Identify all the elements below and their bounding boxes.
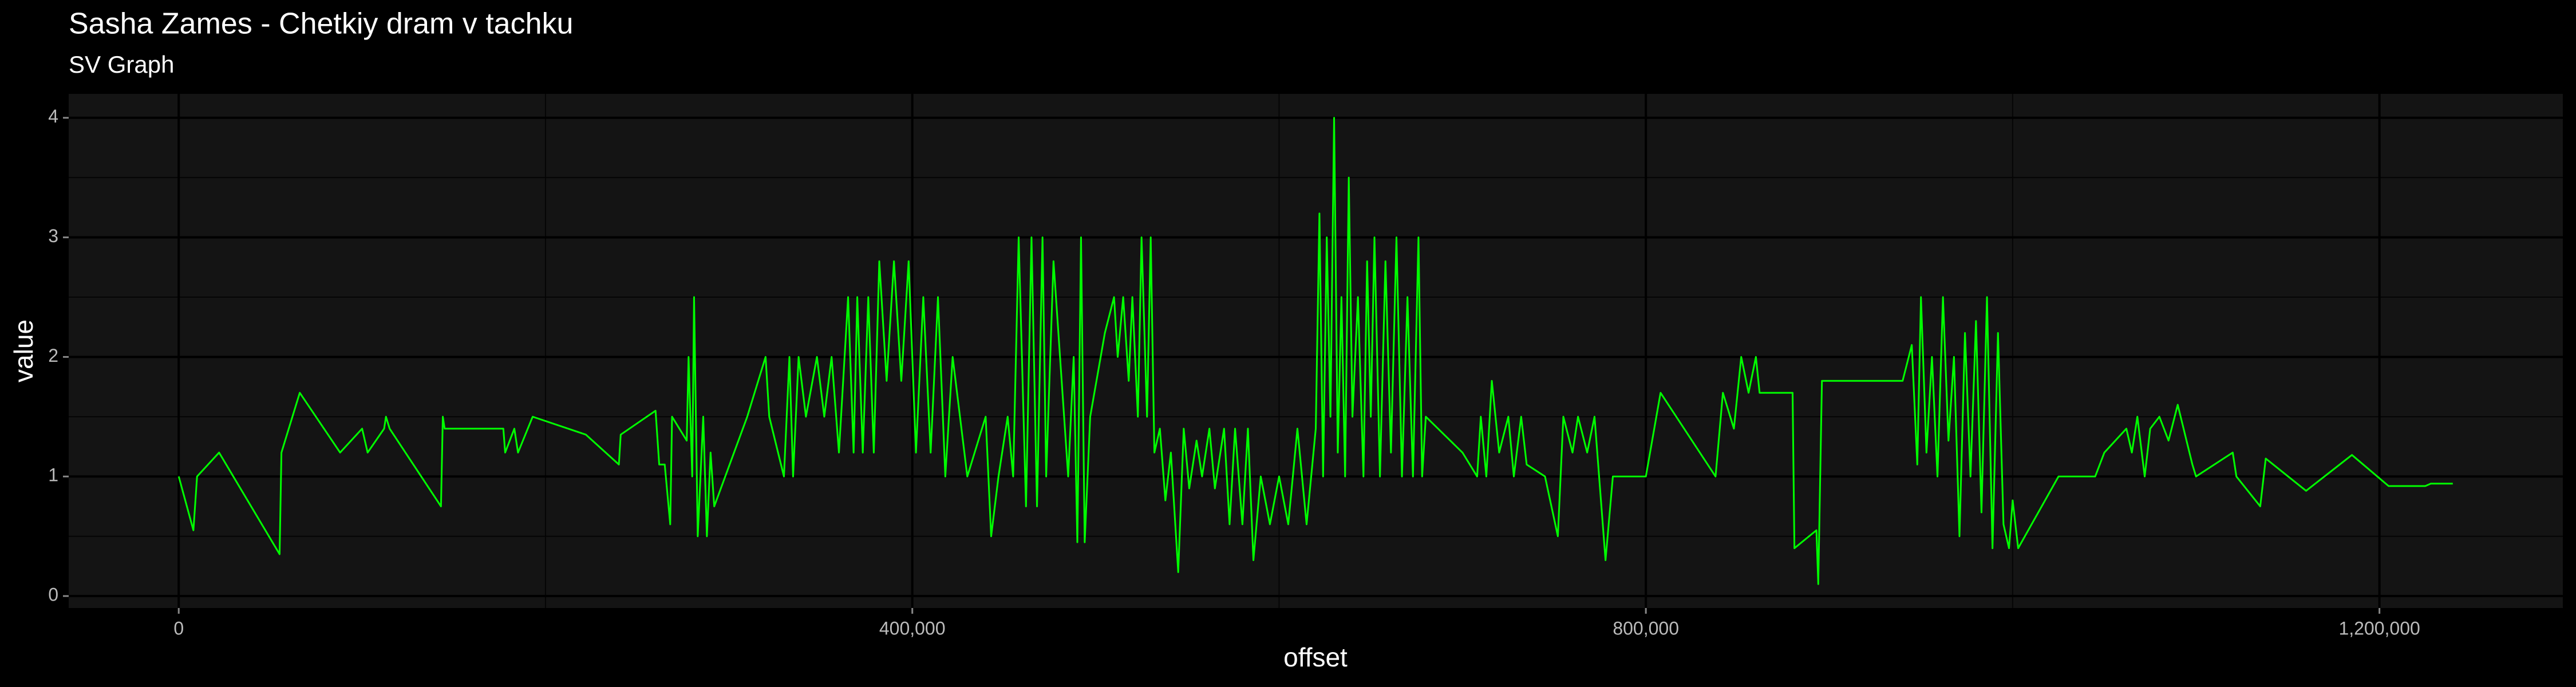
- y-axis-label: value: [9, 319, 38, 382]
- y-tick-label: 3: [48, 226, 58, 246]
- chart-subtitle: SV Graph: [69, 51, 174, 78]
- plot-panel: [69, 94, 2563, 608]
- y-tick-label: 1: [48, 465, 58, 485]
- y-tick-label: 0: [48, 585, 58, 605]
- chart-title: Sasha Zames - Chetkiy dram v tachku: [69, 7, 573, 41]
- y-tick-label: 2: [48, 345, 58, 366]
- y-tick-label: 4: [48, 106, 58, 127]
- x-tick-label: 800,000: [1613, 618, 1679, 638]
- x-tick-label: 1,200,000: [2338, 618, 2420, 638]
- x-tick-label: 0: [173, 618, 184, 638]
- data-line: [177, 117, 2453, 585]
- x-axis-label: offset: [1283, 642, 1348, 672]
- x-tick-label: 400,000: [879, 618, 946, 638]
